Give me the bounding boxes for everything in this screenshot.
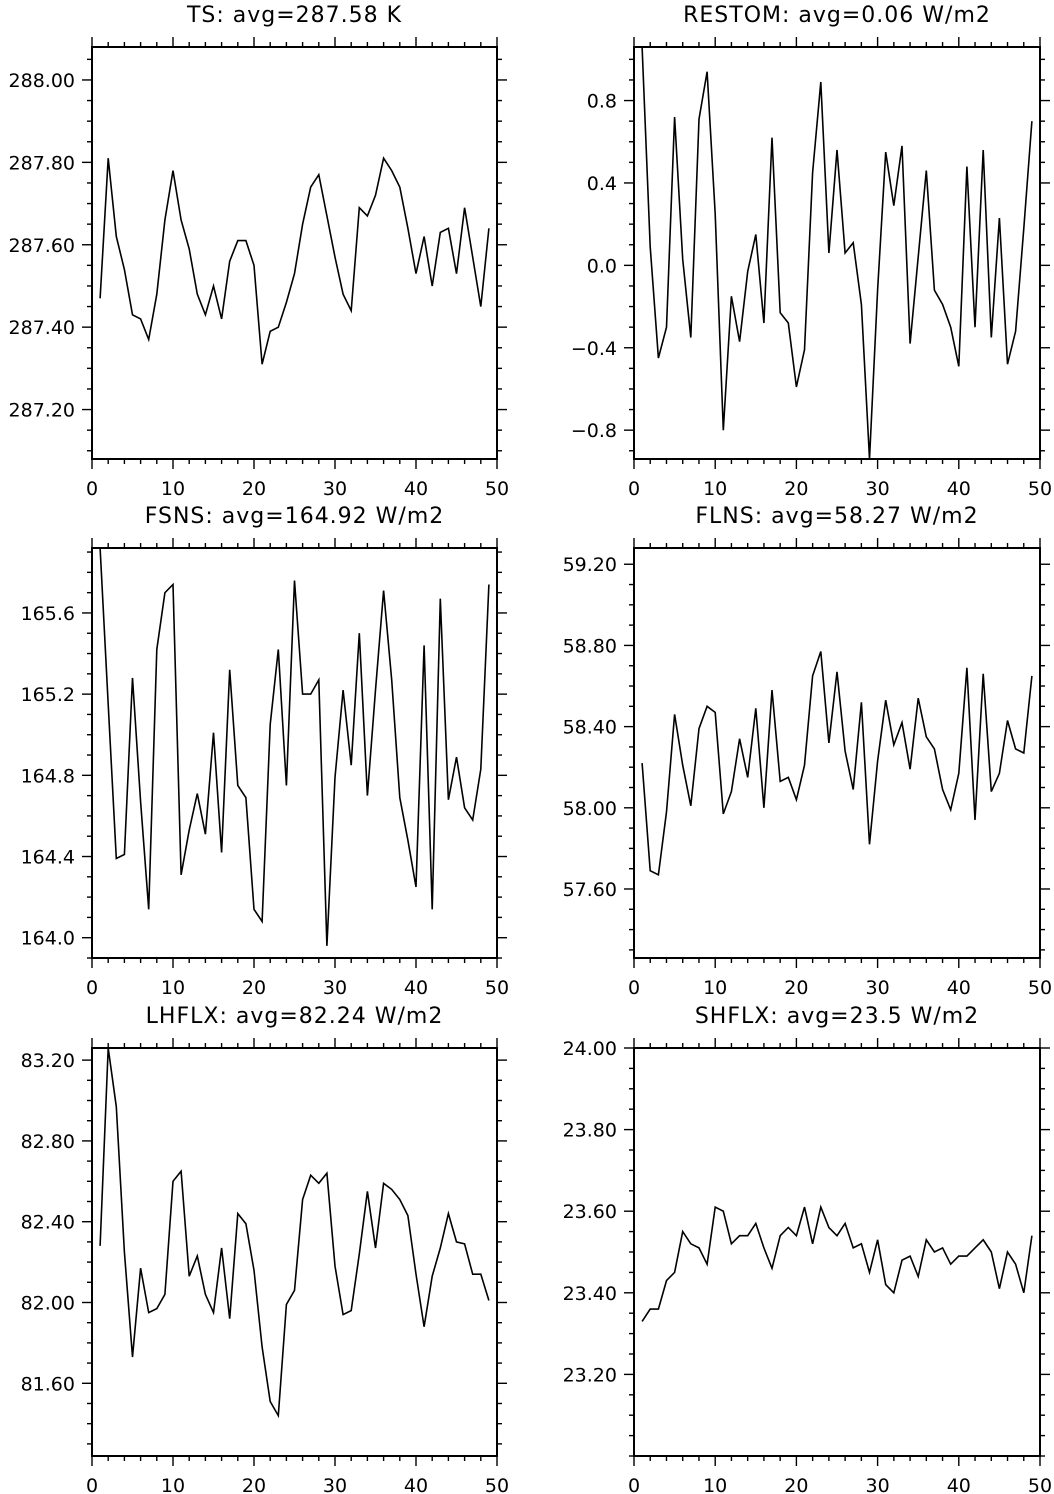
- y-tick-label: 164.0: [21, 928, 75, 950]
- y-tick-label: 165.6: [21, 603, 75, 625]
- y-tick-label: 82.00: [21, 1292, 75, 1314]
- plot-frame: [633, 46, 1041, 460]
- x-tick-label: 30: [323, 977, 347, 999]
- x-tick-label: 20: [784, 1475, 808, 1494]
- y-tick-label: 287.60: [9, 235, 75, 257]
- x-tick-label: 40: [947, 478, 971, 500]
- y-tick-label: 0.8: [587, 91, 617, 113]
- chart-panel-3: FSNS: avg=164.92 W/m2 0 10 20 30 40 50 164.0 164…: [21, 504, 510, 999]
- x-tick-label: 0: [86, 478, 98, 500]
- y-tick-label: 23.80: [563, 1120, 617, 1142]
- y-tick-label: 58.40: [563, 717, 617, 739]
- y-tick-label: −0.4: [571, 338, 617, 360]
- series-line: [99, 156, 490, 365]
- plot-frame: [633, 547, 1041, 959]
- y-tick-label: 23.20: [563, 1364, 617, 1386]
- chart-panel-1: TS: avg=287.58 K 0 10 20 30 40 50 287.20 287.40 2…: [9, 3, 510, 500]
- x-tick-label: 10: [703, 977, 727, 999]
- chart-title: FLNS: avg=58.27 W/m2: [695, 504, 978, 529]
- series-line: [641, 47, 1033, 459]
- y-tick-label: 57.60: [563, 879, 617, 901]
- y-tick-label: 23.60: [563, 1201, 617, 1223]
- y-tick-label: 83.20: [21, 1050, 75, 1072]
- x-tick-label: 20: [784, 977, 808, 999]
- plot-frame: [91, 1047, 498, 1457]
- chart-title: SHFLX: avg=23.5 W/m2: [695, 1004, 979, 1029]
- y-tick-label: 82.80: [21, 1131, 75, 1153]
- x-tick-label: 30: [866, 478, 890, 500]
- x-tick-label: 20: [242, 1475, 266, 1494]
- y-tick-label: 59.20: [563, 554, 617, 576]
- chart-panel-2: RESTOM: avg=0.06 W/m2 0 10 20 30 40 50 −0.8 −0.4…: [571, 3, 1052, 500]
- y-tick-label: 287.20: [9, 400, 75, 422]
- y-tick-label: 0.4: [587, 173, 617, 195]
- x-tick-label: 10: [161, 478, 185, 500]
- series-line: [99, 548, 490, 946]
- chart-title: TS: avg=287.58 K: [186, 3, 402, 28]
- y-tick-label: −0.8: [571, 420, 617, 442]
- x-tick-label: 50: [1028, 478, 1052, 500]
- x-tick-label: 40: [947, 1475, 971, 1494]
- x-tick-label: 0: [628, 1475, 640, 1494]
- x-tick-label: 10: [703, 478, 727, 500]
- y-tick-label: 0.0: [587, 255, 617, 277]
- series-line: [641, 651, 1033, 877]
- x-tick-label: 20: [242, 977, 266, 999]
- x-tick-label: 40: [404, 1475, 428, 1494]
- y-tick-label: 288.00: [9, 70, 75, 92]
- x-tick-label: 40: [404, 977, 428, 999]
- y-tick-label: 165.2: [21, 684, 75, 706]
- series-line: [641, 1204, 1033, 1322]
- x-tick-label: 20: [242, 478, 266, 500]
- x-tick-label: 10: [161, 977, 185, 999]
- x-tick-label: 10: [161, 1475, 185, 1494]
- y-tick-label: 58.80: [563, 635, 617, 657]
- plot-frame: [633, 1047, 1041, 1457]
- y-tick-label: 164.8: [21, 765, 75, 787]
- plot-frame: [91, 46, 498, 460]
- y-tick-label: 58.00: [563, 798, 617, 820]
- y-tick-label: 81.60: [21, 1373, 75, 1395]
- x-tick-label: 50: [1028, 977, 1052, 999]
- plot-frame: [91, 547, 498, 959]
- y-tick-label: 164.4: [21, 847, 75, 869]
- x-tick-label: 10: [703, 1475, 727, 1494]
- y-tick-label: 82.40: [21, 1212, 75, 1234]
- x-tick-label: 40: [404, 478, 428, 500]
- chart-title: FSNS: avg=164.92 W/m2: [145, 504, 445, 529]
- x-tick-label: 50: [485, 1475, 509, 1494]
- x-tick-label: 50: [1028, 1475, 1052, 1494]
- x-tick-label: 30: [866, 977, 890, 999]
- x-tick-label: 30: [323, 478, 347, 500]
- chart-title: LHFLX: avg=82.24 W/m2: [146, 1004, 444, 1029]
- x-tick-label: 30: [323, 1475, 347, 1494]
- x-tick-label: 30: [866, 1475, 890, 1494]
- x-tick-label: 0: [86, 1475, 98, 1494]
- chart-title: RESTOM: avg=0.06 W/m2: [683, 3, 991, 28]
- x-tick-label: 0: [86, 977, 98, 999]
- x-tick-label: 20: [784, 478, 808, 500]
- series-line: [99, 1048, 490, 1419]
- x-tick-label: 50: [485, 977, 509, 999]
- x-tick-label: 0: [628, 478, 640, 500]
- chart-panel-5: LHFLX: avg=82.24 W/m2 0 10 20 30 40 50 81.60 82.…: [21, 1004, 510, 1494]
- x-tick-label: 50: [485, 478, 509, 500]
- chart-panel-4: FLNS: avg=58.27 W/m2 0 10 20 30 40 50 57.60 58.0…: [563, 504, 1053, 999]
- y-tick-label: 24.00: [563, 1038, 617, 1060]
- x-tick-label: 40: [947, 977, 971, 999]
- chart-panel-6: SHFLX: avg=23.5 W/m2 0 10 20 30 40 50 23.20 23.4…: [563, 1004, 1053, 1494]
- y-tick-label: 23.40: [563, 1283, 617, 1305]
- y-tick-label: 287.80: [9, 152, 75, 174]
- y-tick-label: 287.40: [9, 317, 75, 339]
- x-tick-label: 0: [628, 977, 640, 999]
